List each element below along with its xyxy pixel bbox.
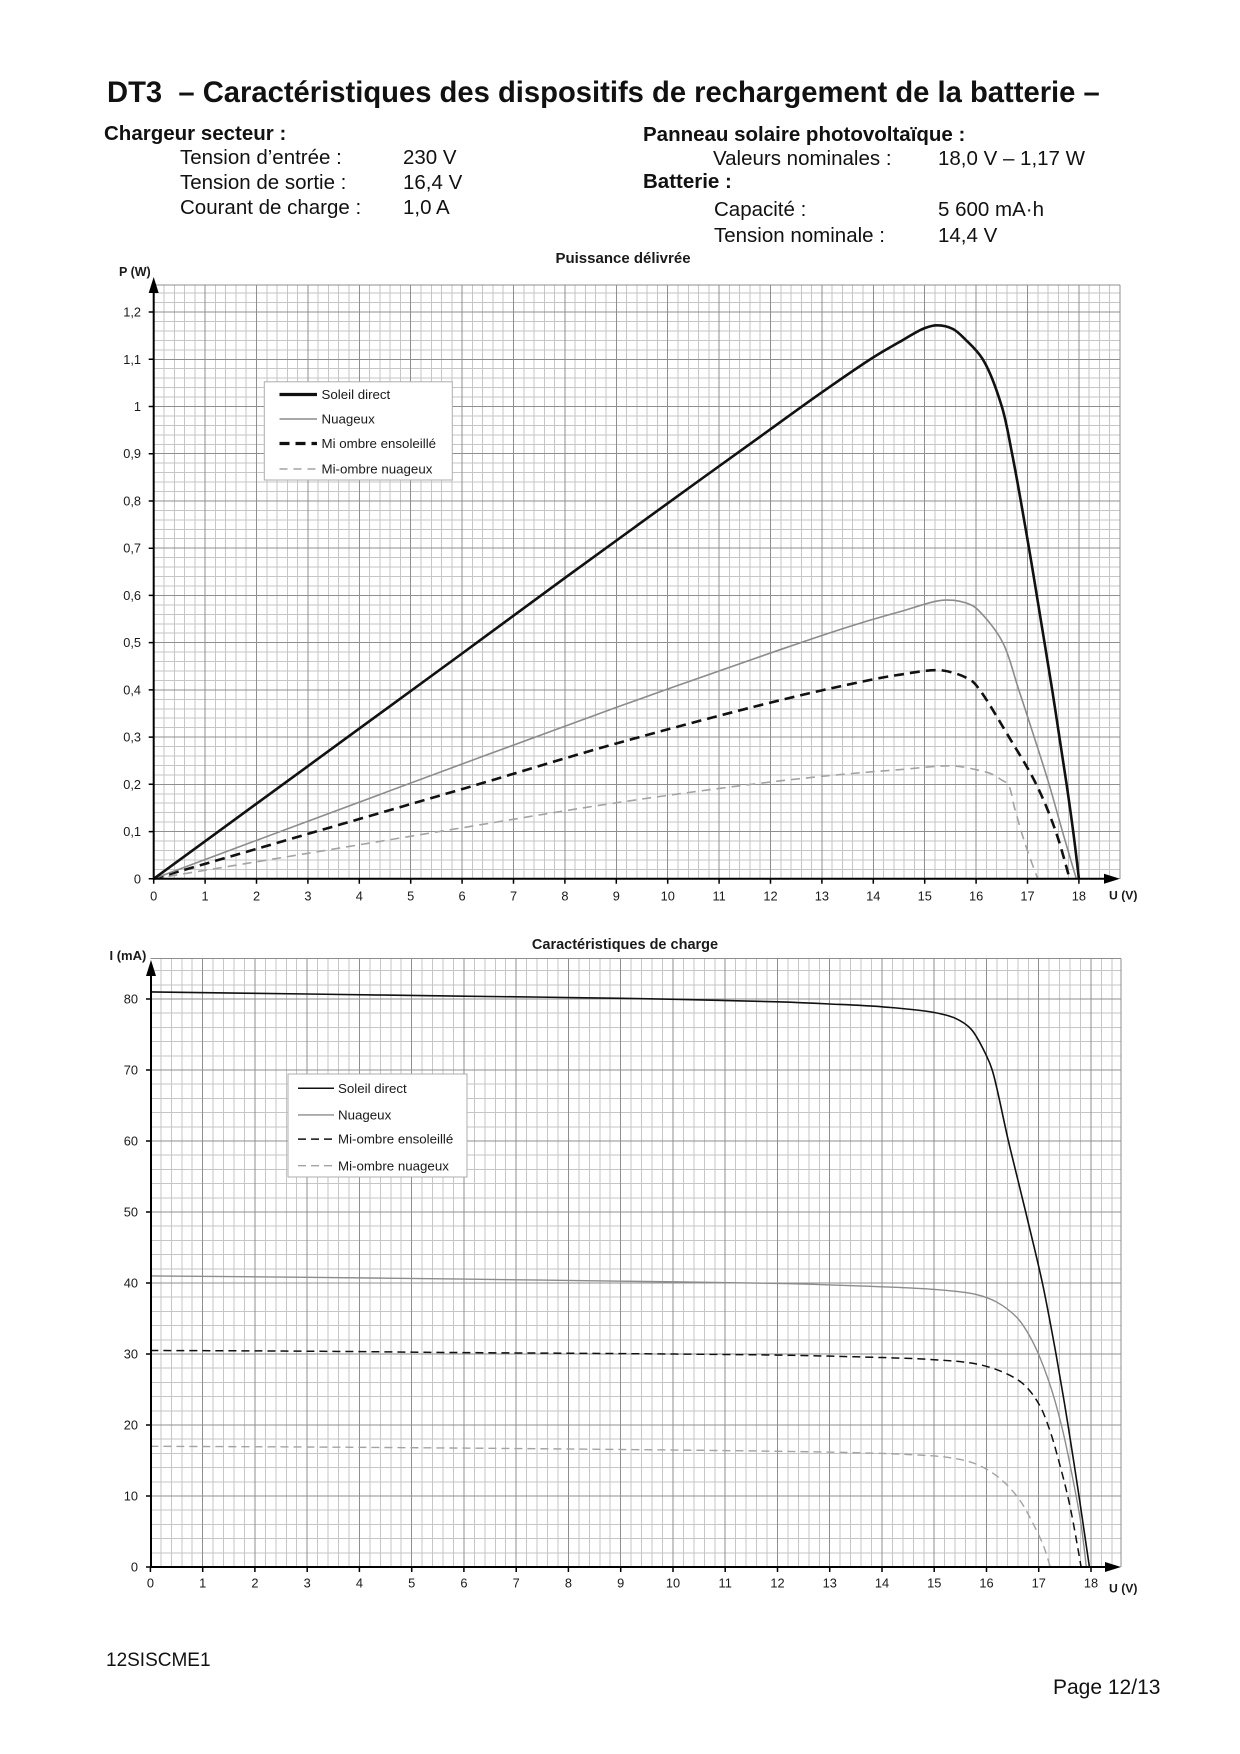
svg-text:10: 10 xyxy=(666,1576,680,1591)
svg-text:U (V): U (V) xyxy=(1109,889,1137,903)
svg-text:0,9: 0,9 xyxy=(123,446,141,461)
svg-text:9: 9 xyxy=(613,889,620,904)
svg-text:Caractéristiques de charge: Caractéristiques de charge xyxy=(532,937,718,953)
svg-text:13: 13 xyxy=(823,1576,837,1591)
svg-text:80: 80 xyxy=(124,992,138,1007)
svg-text:5: 5 xyxy=(408,1576,415,1591)
svg-text:40: 40 xyxy=(124,1276,138,1291)
svg-text:0,6: 0,6 xyxy=(123,588,141,603)
svg-text:15: 15 xyxy=(927,1576,941,1591)
svg-text:10: 10 xyxy=(124,1489,138,1504)
svg-text:0,8: 0,8 xyxy=(123,494,141,509)
svg-text:0,2: 0,2 xyxy=(123,777,141,792)
svg-text:60: 60 xyxy=(124,1134,138,1149)
svg-text:7: 7 xyxy=(513,1576,520,1591)
svg-text:7: 7 xyxy=(510,889,517,904)
svg-text:18: 18 xyxy=(1072,889,1086,904)
svg-text:1,2: 1,2 xyxy=(123,305,141,320)
svg-text:Nuageux: Nuageux xyxy=(322,412,376,427)
svg-text:6: 6 xyxy=(459,889,466,904)
svg-text:3: 3 xyxy=(304,889,311,904)
svg-text:16: 16 xyxy=(969,889,983,904)
svg-text:8: 8 xyxy=(561,889,568,904)
svg-text:14: 14 xyxy=(866,889,880,904)
svg-text:6: 6 xyxy=(460,1576,467,1591)
svg-text:0,4: 0,4 xyxy=(123,682,141,697)
svg-text:1: 1 xyxy=(134,399,141,414)
svg-text:13: 13 xyxy=(815,889,829,904)
svg-text:4: 4 xyxy=(356,1576,363,1591)
svg-text:17: 17 xyxy=(1032,1576,1046,1591)
svg-text:17: 17 xyxy=(1020,889,1034,904)
svg-text:11: 11 xyxy=(719,1576,732,1591)
svg-text:12: 12 xyxy=(770,1576,784,1591)
svg-text:0: 0 xyxy=(147,1576,154,1591)
svg-text:0,3: 0,3 xyxy=(123,730,141,745)
svg-text:4: 4 xyxy=(356,889,363,904)
svg-text:Mi-ombre nuageux: Mi-ombre nuageux xyxy=(322,462,433,477)
svg-text:1,1: 1,1 xyxy=(123,352,141,367)
svg-text:12: 12 xyxy=(763,889,777,904)
svg-text:50: 50 xyxy=(124,1205,138,1220)
svg-text:Nuageux: Nuageux xyxy=(338,1108,392,1123)
svg-text:5: 5 xyxy=(407,889,414,904)
svg-text:Mi-ombre ensoleillé: Mi-ombre ensoleillé xyxy=(338,1132,453,1147)
svg-text:9: 9 xyxy=(617,1576,624,1591)
svg-text:10: 10 xyxy=(661,889,675,904)
svg-text:0,7: 0,7 xyxy=(123,541,141,556)
svg-text:1: 1 xyxy=(202,889,209,904)
svg-text:11: 11 xyxy=(712,889,725,904)
svg-text:Soleil direct: Soleil direct xyxy=(338,1081,407,1096)
svg-text:2: 2 xyxy=(251,1576,258,1591)
svg-text:3: 3 xyxy=(304,1576,311,1591)
svg-text:Soleil direct: Soleil direct xyxy=(322,387,391,402)
svg-text:0: 0 xyxy=(131,1560,138,1575)
svg-text:P (W): P (W) xyxy=(119,265,151,279)
svg-text:I (mA): I (mA) xyxy=(110,948,147,963)
svg-text:Mi ombre ensoleillé: Mi ombre ensoleillé xyxy=(322,436,437,451)
svg-text:2: 2 xyxy=(253,889,260,904)
svg-text:0: 0 xyxy=(150,889,157,904)
svg-text:Puissance délivrée: Puissance délivrée xyxy=(555,250,690,267)
svg-text:U (V): U (V) xyxy=(1109,1582,1137,1596)
svg-text:20: 20 xyxy=(124,1418,138,1433)
svg-text:16: 16 xyxy=(979,1576,993,1591)
svg-text:1: 1 xyxy=(199,1576,206,1591)
svg-text:0,5: 0,5 xyxy=(123,635,141,650)
svg-text:8: 8 xyxy=(565,1576,572,1591)
svg-text:Mi-ombre nuageux: Mi-ombre nuageux xyxy=(338,1158,449,1173)
svg-text:0,1: 0,1 xyxy=(123,824,141,839)
svg-text:14: 14 xyxy=(875,1576,889,1591)
svg-text:70: 70 xyxy=(124,1063,138,1078)
svg-text:0: 0 xyxy=(134,871,141,886)
svg-text:15: 15 xyxy=(918,889,932,904)
svg-text:18: 18 xyxy=(1084,1576,1098,1591)
svg-text:30: 30 xyxy=(124,1347,138,1362)
